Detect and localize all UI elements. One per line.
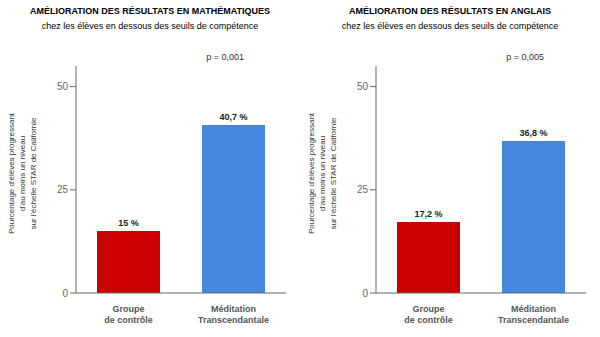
svg-text:Groupede contrôle: Groupede contrôle — [404, 304, 453, 325]
svg-text:MéditationTranscendantale: MéditationTranscendantale — [198, 304, 269, 325]
svg-text:Pourcentage d'élèves progressa: Pourcentage d'élèves progressantd'au moi… — [8, 112, 38, 234]
svg-text:50: 50 — [57, 81, 69, 92]
svg-text:50: 50 — [357, 81, 369, 92]
svg-text:Pourcentage d'élèves progressa: Pourcentage d'élèves progressantd'au moi… — [307, 112, 338, 234]
svg-text:36,8 %: 36,8 % — [519, 128, 547, 138]
svg-text:0: 0 — [62, 288, 68, 299]
svg-text:0: 0 — [362, 288, 368, 299]
svg-text:25: 25 — [57, 184, 69, 195]
html-text:chez les élèves en dessous des: chez les élèves en dessous des seuils de… — [341, 21, 559, 31]
svg-text:25: 25 — [357, 184, 369, 195]
svg-text:MéditationTranscendantale: MéditationTranscendantale — [498, 304, 569, 325]
svg-text:Groupede contrôle: Groupede contrôle — [104, 304, 153, 325]
html-text:AMÉLIORATION DES RÉSULTATS EN: AMÉLIORATION DES RÉSULTATS EN MATHÉMATIQ… — [30, 6, 270, 16]
svg-text:40,7 %: 40,7 % — [219, 112, 247, 122]
html-text:p = 0,005: p = 0,005 — [506, 52, 544, 62]
html-text:chez les élèves en dessous des: chez les élèves en dessous des seuils de… — [41, 21, 259, 31]
svg-text:15 %: 15 % — [118, 218, 139, 228]
html-text:AMÉLIORATION DES RÉSULTATS EN: AMÉLIORATION DES RÉSULTATS EN ANGLAIS — [349, 6, 551, 16]
html-text:p = 0,001: p = 0,001 — [206, 52, 244, 62]
svg-text:17,2 %: 17,2 % — [414, 209, 442, 219]
